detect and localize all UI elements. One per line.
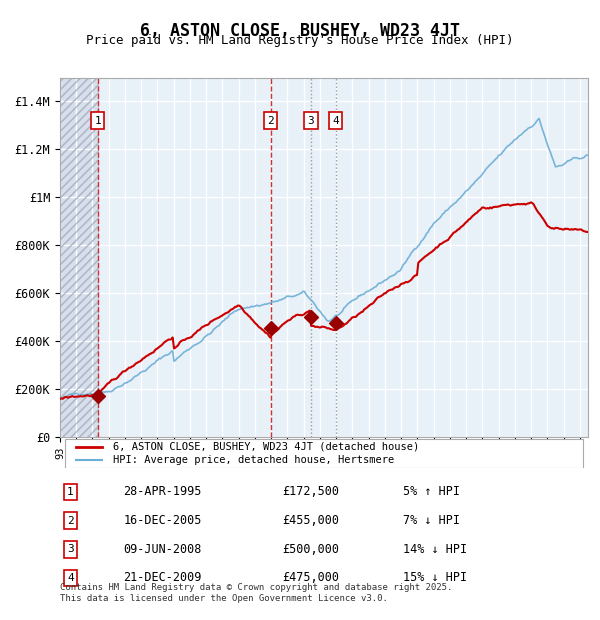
Text: 2: 2	[267, 116, 274, 126]
Text: Contains HM Land Registry data © Crown copyright and database right 2025.: Contains HM Land Registry data © Crown c…	[60, 583, 452, 592]
Text: £475,000: £475,000	[282, 572, 339, 585]
Text: 21-DEC-2009: 21-DEC-2009	[124, 572, 202, 585]
Text: £500,000: £500,000	[282, 542, 339, 556]
Text: 14% ↓ HPI: 14% ↓ HPI	[403, 542, 467, 556]
Text: 4: 4	[332, 116, 339, 126]
FancyBboxPatch shape	[65, 439, 583, 467]
Text: 5% ↑ HPI: 5% ↑ HPI	[403, 485, 460, 498]
Point	[93, 391, 103, 401]
Text: 3: 3	[67, 544, 74, 554]
Point	[331, 318, 340, 328]
Point	[266, 323, 275, 333]
Text: 16-DEC-2005: 16-DEC-2005	[124, 514, 202, 527]
Bar	[60, 78, 98, 437]
Text: 6, ASTON CLOSE, BUSHEY, WD23 4JT (detached house): 6, ASTON CLOSE, BUSHEY, WD23 4JT (detach…	[113, 441, 419, 452]
Text: HPI: Average price, detached house, Hertsmere: HPI: Average price, detached house, Hert…	[113, 454, 394, 465]
Text: Price paid vs. HM Land Registry's House Price Index (HPI): Price paid vs. HM Land Registry's House …	[86, 34, 514, 47]
Bar	[60, 78, 98, 437]
Text: This data is licensed under the Open Government Licence v3.0.: This data is licensed under the Open Gov…	[60, 595, 388, 603]
Bar	[98, 78, 271, 437]
Text: 1: 1	[94, 116, 101, 126]
Text: 2: 2	[67, 515, 74, 526]
Text: 1: 1	[67, 487, 74, 497]
Text: £455,000: £455,000	[282, 514, 339, 527]
Text: 09-JUN-2008: 09-JUN-2008	[124, 542, 202, 556]
Text: 7% ↓ HPI: 7% ↓ HPI	[403, 514, 460, 527]
Text: 6, ASTON CLOSE, BUSHEY, WD23 4JT: 6, ASTON CLOSE, BUSHEY, WD23 4JT	[140, 22, 460, 40]
Point	[306, 312, 316, 322]
Text: £172,500: £172,500	[282, 485, 339, 498]
Text: 3: 3	[307, 116, 314, 126]
Text: 15% ↓ HPI: 15% ↓ HPI	[403, 572, 467, 585]
Text: 4: 4	[67, 573, 74, 583]
Text: 28-APR-1995: 28-APR-1995	[124, 485, 202, 498]
